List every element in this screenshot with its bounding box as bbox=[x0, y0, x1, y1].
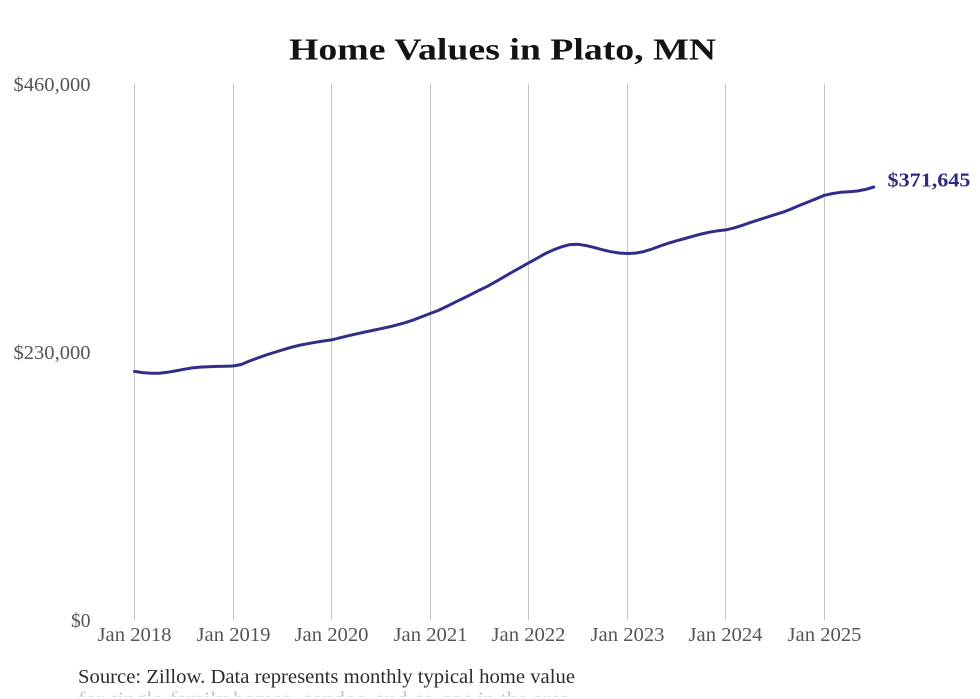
svg-text:Jan 2021: Jan 2021 bbox=[394, 625, 468, 646]
svg-text:$0: $0 bbox=[71, 611, 91, 632]
svg-text:$460,000: $460,000 bbox=[14, 75, 91, 96]
svg-text:Jan 2019: Jan 2019 bbox=[197, 625, 271, 646]
svg-text:Source: Zillow. Data represent: Source: Zillow. Data represents monthly … bbox=[78, 666, 575, 688]
svg-text:for single-family homes, condo: for single-family homes, condos, and co-… bbox=[78, 689, 570, 699]
svg-text:Jan 2020: Jan 2020 bbox=[295, 625, 369, 646]
svg-text:Jan 2018: Jan 2018 bbox=[98, 625, 172, 646]
svg-text:Jan 2022: Jan 2022 bbox=[492, 625, 566, 646]
svg-text:Jan 2023: Jan 2023 bbox=[591, 625, 665, 646]
svg-text:Jan 2024: Jan 2024 bbox=[689, 625, 763, 646]
svg-text:$230,000: $230,000 bbox=[14, 343, 91, 364]
svg-text:$371,645: $371,645 bbox=[888, 170, 971, 192]
svg-text:Jan 2025: Jan 2025 bbox=[788, 625, 862, 646]
svg-text:Home Values in Plato, MN: Home Values in Plato, MN bbox=[289, 32, 716, 67]
